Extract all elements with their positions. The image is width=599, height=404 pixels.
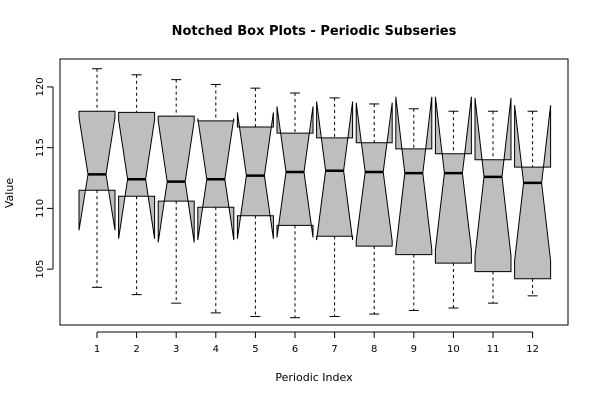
y-tick-label: 115 [35,138,46,157]
box-10 [434,96,472,264]
x-tick-label: 8 [371,344,377,355]
x-axis-label: Periodic Index [275,371,353,384]
y-axis-label: Value [3,178,16,208]
y-tick-label: 120 [35,77,46,96]
x-tick-label: 6 [292,344,298,355]
x-tick-label: 3 [173,344,179,355]
x-tick-label: 1 [94,344,100,355]
y-tick-label: 110 [35,199,46,218]
x-tick-label: 2 [133,344,139,355]
x-tick-label: 12 [526,344,539,355]
x-tick-label: 10 [447,344,460,355]
box-8 [355,102,393,247]
x-tick-label: 4 [213,344,219,355]
box-2 [118,111,156,239]
box-9 [395,96,433,256]
x-tick-label: 7 [331,344,337,355]
box-3 [157,115,195,243]
plot-frame [59,58,569,326]
box-1 [78,110,116,231]
chart-title: Notched Box Plots - Periodic Subseries [172,24,457,39]
x-tick-label: 5 [252,344,258,355]
box-11 [474,97,512,273]
x-tick-label: 11 [487,344,500,355]
x-tick-label: 9 [411,344,417,355]
box-12 [514,105,552,280]
y-tick-label: 105 [35,260,46,279]
